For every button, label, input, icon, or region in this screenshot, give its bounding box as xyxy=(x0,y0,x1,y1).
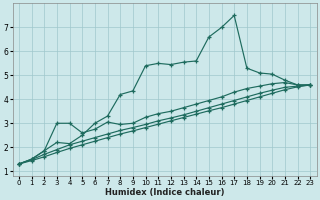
X-axis label: Humidex (Indice chaleur): Humidex (Indice chaleur) xyxy=(105,188,224,197)
